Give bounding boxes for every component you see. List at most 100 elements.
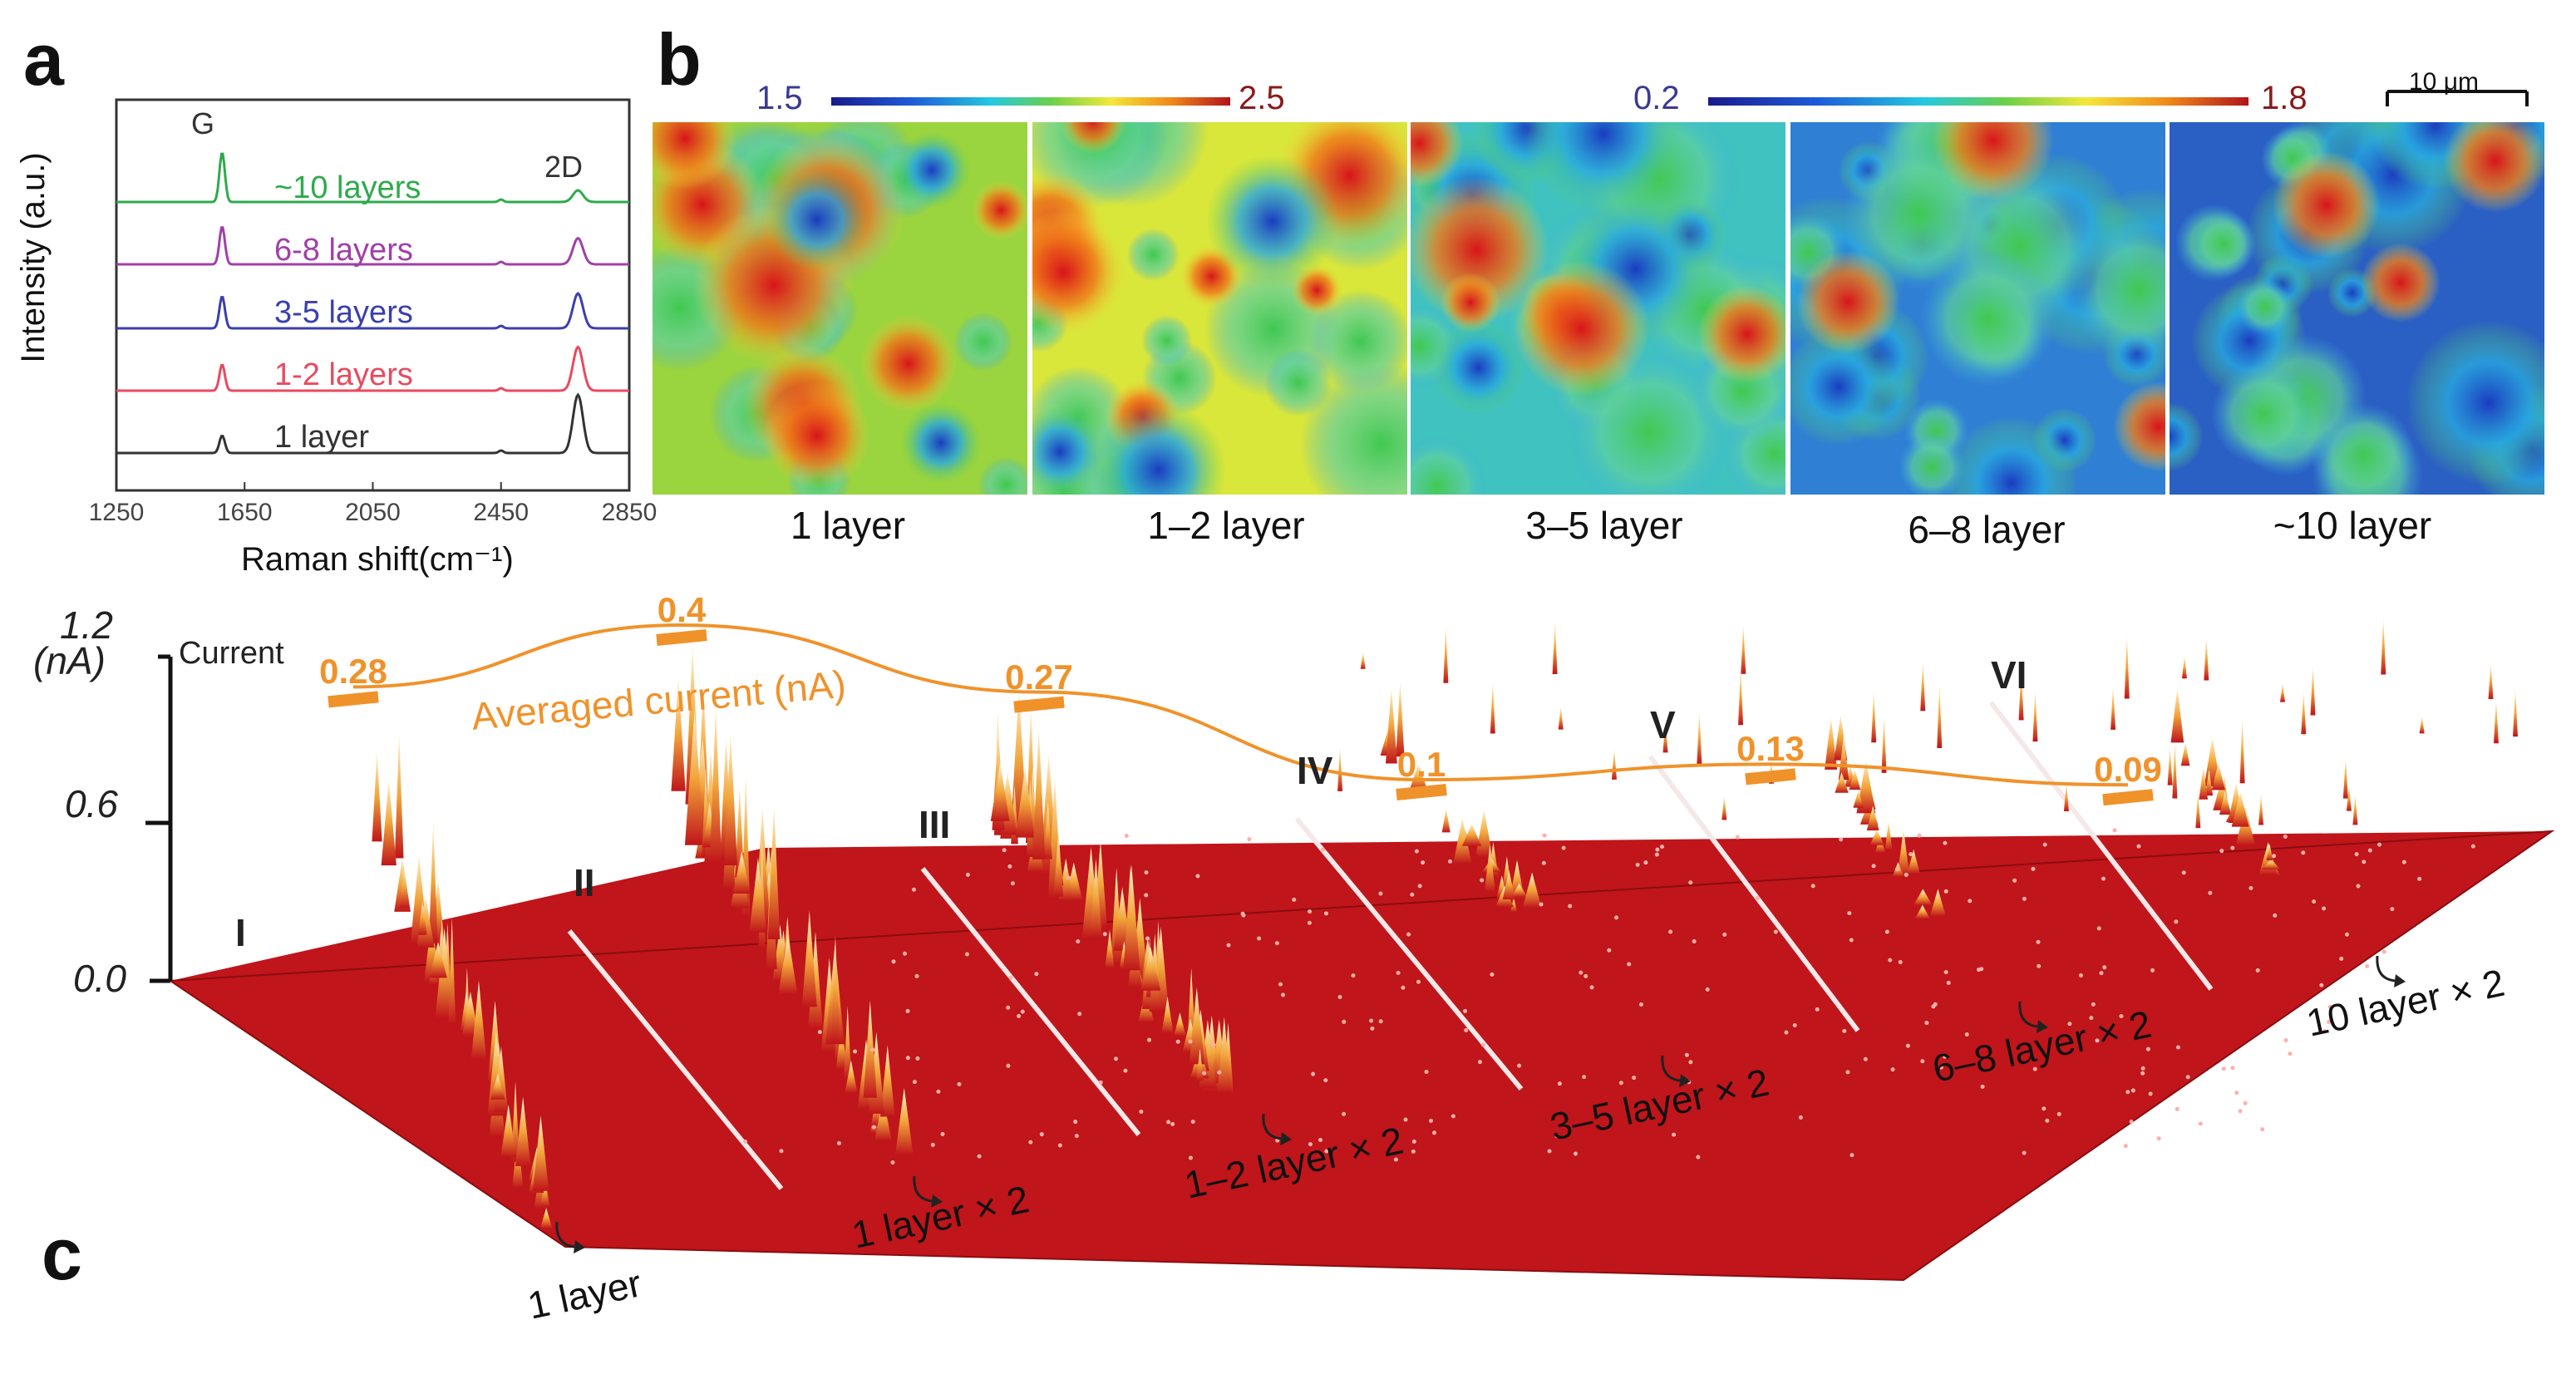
sample-arrowhead-3 xyxy=(1280,1132,1292,1145)
spike xyxy=(874,1098,892,1141)
spike xyxy=(1741,624,1746,674)
spike xyxy=(1929,889,1946,917)
surface-dot xyxy=(2248,885,2253,890)
surface-dot xyxy=(2140,1071,2145,1076)
surface-dot xyxy=(2288,1051,2293,1056)
spike xyxy=(428,822,438,943)
surface-dot xyxy=(903,951,908,956)
raman-legend-0: 1 layer xyxy=(274,420,370,455)
spike xyxy=(990,762,1010,821)
surface-dot xyxy=(1257,936,1262,941)
spike xyxy=(418,900,427,935)
spike xyxy=(2063,782,2069,811)
surface-dot xyxy=(2096,926,2101,931)
scale-bar-label: 10 μm xyxy=(2409,68,2479,96)
surface-dot xyxy=(1480,1042,1485,1047)
surface-dot xyxy=(2078,973,2083,978)
sample-arrow-6 xyxy=(2376,955,2396,982)
surface-dot xyxy=(1573,1151,1578,1156)
surface-dot xyxy=(2327,1020,2332,1025)
surface-dot xyxy=(1351,973,1356,978)
surface-dot xyxy=(1909,852,1914,857)
surface-dot xyxy=(1421,860,1426,865)
sample-arrow-5 xyxy=(2018,1001,2039,1028)
raman-plot xyxy=(115,98,631,492)
sample-arrow-3 xyxy=(1262,1113,1283,1140)
spike xyxy=(1015,767,1035,838)
region-label-II: II xyxy=(574,861,595,904)
surface-dot xyxy=(1638,1002,1643,1007)
surface-dot xyxy=(2185,1075,2190,1080)
avg-value-label-1: 0.4 xyxy=(657,590,707,629)
scale-bar xyxy=(2386,90,2529,106)
surface-dot xyxy=(2381,949,2386,954)
surface-dot xyxy=(2401,859,2406,864)
surface-dot xyxy=(1428,1118,1433,1123)
spike xyxy=(2352,794,2358,825)
surface-dot xyxy=(1321,847,1326,852)
surface-dot xyxy=(2125,1090,2130,1095)
surface-dot xyxy=(1370,1026,1375,1031)
surface-dot xyxy=(2470,844,2475,849)
surface-dot xyxy=(1480,878,1485,883)
surface-dot xyxy=(1579,970,1584,975)
surface-dot xyxy=(1968,899,1973,904)
surface-dot xyxy=(1307,920,1312,925)
spike xyxy=(1189,987,1205,1065)
surface-dot xyxy=(2230,1066,2235,1071)
spike xyxy=(2231,791,2249,827)
surface-dot xyxy=(1098,1080,1103,1085)
panel-label-a: a xyxy=(23,18,64,101)
colorbar2-max: 1.8 xyxy=(2261,80,2308,116)
spike xyxy=(1484,845,1495,892)
surface-dot xyxy=(1403,1117,1408,1122)
surface-dot xyxy=(1849,938,1854,943)
spike xyxy=(723,732,738,866)
peak-label-g: G xyxy=(191,106,215,140)
map-5 xyxy=(2166,119,2548,498)
surface-dot xyxy=(1190,1119,1195,1124)
averaged-current-line xyxy=(352,623,2129,787)
surface-dot xyxy=(2102,965,2107,970)
surface-dot xyxy=(1849,1153,1854,1158)
surface-dot xyxy=(1568,904,1573,909)
colorbar1-min: 1.5 xyxy=(756,80,803,116)
avg-marker-1 xyxy=(656,629,707,646)
surface-dot xyxy=(1226,943,1231,948)
surface-dot xyxy=(1798,1115,1803,1120)
map-caption-1: 1 layer xyxy=(790,504,906,547)
surface-dot xyxy=(1705,987,1710,992)
region-label-III: III xyxy=(919,803,951,846)
spike xyxy=(2342,757,2348,799)
avg-marker-2 xyxy=(1013,696,1065,713)
surface-dot xyxy=(930,1142,935,1147)
surface-dot xyxy=(2112,828,2117,833)
surface-dot xyxy=(1311,1071,1316,1076)
spike xyxy=(2513,689,2519,737)
surface-dot xyxy=(1696,1155,1701,1160)
surface-dot xyxy=(1337,994,1342,999)
surface-dot xyxy=(1943,1054,1948,1059)
spike xyxy=(2419,716,2425,734)
surface-dot xyxy=(1589,985,1594,990)
surface-dot xyxy=(2365,963,2370,968)
surface-dots xyxy=(743,828,2475,1165)
surface-dot xyxy=(1393,1157,1398,1162)
surface-dot xyxy=(1217,1070,1222,1075)
surface-dot xyxy=(2181,870,2186,875)
surface-dot xyxy=(1123,1068,1128,1073)
raman-series-2 xyxy=(116,291,629,330)
sample-arrowhead-2 xyxy=(931,1194,943,1208)
surface-dot xyxy=(2175,1045,2180,1050)
surface-dot xyxy=(817,1030,822,1035)
surface-dot xyxy=(1274,941,1279,946)
surface-dot xyxy=(2243,1101,2248,1106)
divider-4 xyxy=(1648,755,1860,1032)
surface-dot xyxy=(853,1049,858,1054)
surface-dot xyxy=(1342,1019,1347,1024)
surface-dot xyxy=(2136,844,2141,849)
spike xyxy=(1853,790,1864,808)
sample-arrowhead-6 xyxy=(2394,974,2406,987)
axis-tick-0.6: 0.6 xyxy=(65,782,118,825)
surface-dot xyxy=(1490,972,1495,977)
